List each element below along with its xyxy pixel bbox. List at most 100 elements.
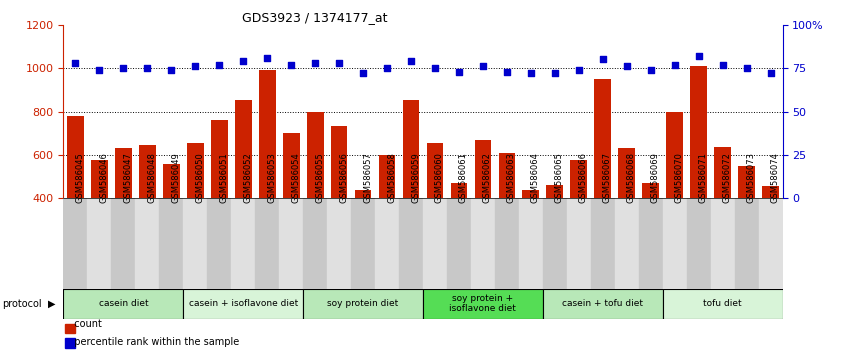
- Text: GSM586056: GSM586056: [339, 152, 348, 203]
- Text: GSM586045: GSM586045: [75, 152, 85, 203]
- Text: GSM586055: GSM586055: [315, 152, 324, 203]
- Bar: [498, 153, 515, 198]
- Bar: [714, 147, 731, 198]
- Bar: [595, 79, 611, 198]
- Bar: [231, 198, 255, 290]
- Point: [524, 70, 537, 76]
- Bar: [87, 198, 112, 290]
- Point: [117, 65, 130, 71]
- Bar: [351, 198, 375, 290]
- Text: GSM586070: GSM586070: [675, 152, 684, 203]
- Bar: [687, 198, 711, 290]
- Bar: [591, 198, 615, 290]
- Point: [164, 67, 178, 73]
- Point: [356, 70, 370, 76]
- Text: casein + tofu diet: casein + tofu diet: [563, 299, 643, 308]
- Point: [644, 67, 657, 73]
- Text: GSM586069: GSM586069: [651, 152, 660, 203]
- Point: [69, 60, 82, 66]
- Bar: [399, 198, 423, 290]
- Bar: [639, 198, 662, 290]
- Point: [428, 65, 442, 71]
- Text: casein diet: casein diet: [99, 299, 148, 308]
- Text: GSM586074: GSM586074: [771, 152, 779, 203]
- Bar: [690, 66, 707, 198]
- Bar: [403, 99, 420, 198]
- Bar: [303, 198, 327, 290]
- Bar: [642, 183, 659, 198]
- Point: [404, 58, 418, 64]
- Text: GSM586073: GSM586073: [747, 152, 755, 203]
- Bar: [451, 183, 467, 198]
- Point: [261, 55, 274, 61]
- Text: tofu diet: tofu diet: [703, 299, 742, 308]
- FancyBboxPatch shape: [184, 289, 303, 319]
- Bar: [327, 198, 351, 290]
- Bar: [65, 338, 75, 348]
- Text: GDS3923 / 1374177_at: GDS3923 / 1374177_at: [243, 11, 387, 24]
- Point: [716, 62, 729, 68]
- Bar: [618, 148, 635, 198]
- Text: GSM586066: GSM586066: [579, 152, 588, 203]
- Text: GSM586046: GSM586046: [99, 152, 108, 203]
- Text: casein + isoflavone diet: casein + isoflavone diet: [189, 299, 298, 308]
- Bar: [567, 198, 591, 290]
- Bar: [739, 166, 755, 198]
- FancyBboxPatch shape: [423, 289, 543, 319]
- Bar: [91, 160, 107, 198]
- Text: soy protein +
isoflavone diet: soy protein + isoflavone diet: [449, 294, 516, 313]
- Bar: [67, 116, 84, 198]
- Point: [572, 67, 585, 73]
- Bar: [207, 198, 231, 290]
- Text: protocol: protocol: [2, 298, 41, 309]
- Bar: [759, 198, 783, 290]
- Bar: [354, 190, 371, 198]
- Text: GSM586060: GSM586060: [435, 152, 444, 203]
- FancyBboxPatch shape: [63, 289, 184, 319]
- Point: [620, 64, 634, 69]
- FancyBboxPatch shape: [303, 289, 423, 319]
- Point: [548, 70, 562, 76]
- Point: [284, 62, 298, 68]
- Point: [476, 64, 490, 69]
- Bar: [762, 186, 779, 198]
- Point: [92, 67, 106, 73]
- Text: GSM586058: GSM586058: [387, 152, 396, 203]
- Text: GSM586068: GSM586068: [627, 152, 635, 203]
- Bar: [519, 198, 543, 290]
- FancyBboxPatch shape: [662, 289, 783, 319]
- Bar: [65, 324, 75, 333]
- Bar: [426, 143, 443, 198]
- Bar: [163, 164, 179, 198]
- Text: GSM586071: GSM586071: [699, 152, 707, 203]
- Text: count: count: [68, 319, 102, 329]
- Bar: [112, 198, 135, 290]
- Point: [452, 69, 465, 74]
- Text: ▶: ▶: [47, 298, 55, 309]
- Bar: [279, 198, 303, 290]
- Bar: [423, 198, 447, 290]
- Text: GSM586048: GSM586048: [147, 152, 157, 203]
- FancyBboxPatch shape: [543, 289, 662, 319]
- Bar: [283, 133, 299, 198]
- Point: [596, 57, 609, 62]
- Bar: [187, 143, 204, 198]
- Bar: [375, 198, 399, 290]
- Bar: [543, 198, 567, 290]
- Bar: [734, 198, 759, 290]
- Point: [500, 69, 514, 74]
- Bar: [211, 120, 228, 198]
- Text: soy protein diet: soy protein diet: [327, 299, 398, 308]
- Text: GSM586067: GSM586067: [602, 152, 612, 203]
- Point: [380, 65, 393, 71]
- Point: [140, 65, 154, 71]
- Bar: [662, 198, 687, 290]
- Text: GSM586063: GSM586063: [507, 152, 516, 203]
- Point: [236, 58, 250, 64]
- Text: GSM586051: GSM586051: [219, 152, 228, 203]
- Point: [332, 60, 346, 66]
- Bar: [255, 198, 279, 290]
- Bar: [159, 198, 184, 290]
- Bar: [471, 198, 495, 290]
- Text: GSM586053: GSM586053: [267, 152, 276, 203]
